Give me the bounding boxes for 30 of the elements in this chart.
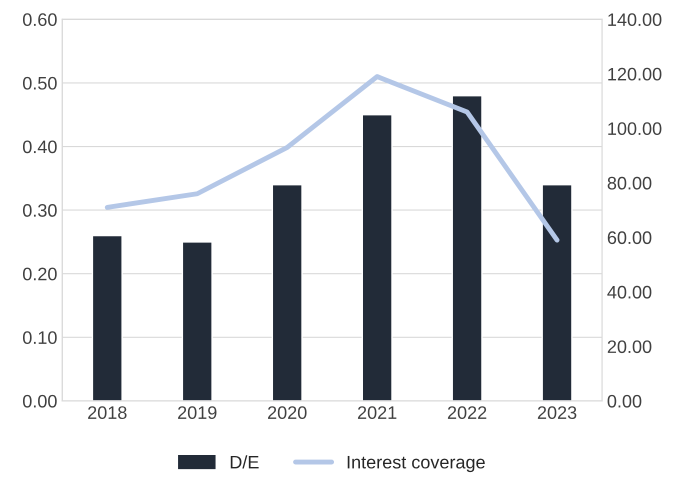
- legend-label: Interest coverage: [348, 456, 485, 472]
- y2-tick-label: 60.00: [608, 231, 652, 244]
- y2-tick-label: 140.00: [608, 13, 662, 26]
- legend-label: D/E: [230, 455, 259, 469]
- bar: [182, 241, 213, 401]
- y2-tick-label: 100.00: [608, 122, 662, 136]
- y-tick-label: 0.50: [22, 76, 57, 90]
- y2-tick-label: 20.00: [608, 340, 652, 354]
- bar: [92, 234, 123, 401]
- y2-tick-label: 0.00: [608, 394, 642, 408]
- y-tick-label: 0.00: [22, 394, 57, 408]
- y-tick-label: 0.30: [22, 204, 57, 217]
- x-tick-label: 2021: [358, 406, 396, 420]
- bar: [362, 114, 393, 401]
- y-tick-label: 0.60: [22, 13, 57, 26]
- line-series: [104, 74, 560, 243]
- x-tick-label: 2022: [448, 406, 486, 420]
- y-tick-label: 0.40: [22, 140, 57, 154]
- y-tick-label: 0.20: [22, 268, 57, 280]
- x-tick-label: 2023: [538, 406, 576, 420]
- x-tick-label: 2018: [88, 406, 127, 420]
- bar: [452, 94, 483, 401]
- y2-tick-label: 120.00: [608, 68, 662, 81]
- bar: [542, 184, 573, 401]
- y2-tick-label: 80.00: [608, 176, 652, 190]
- x-tick-label: 2019: [178, 406, 216, 420]
- bar: [272, 184, 303, 401]
- x-tick-label: 2020: [268, 406, 307, 420]
- y2-tick-label: 40.00: [607, 286, 652, 299]
- y-tick-label: 0.10: [22, 331, 57, 344]
